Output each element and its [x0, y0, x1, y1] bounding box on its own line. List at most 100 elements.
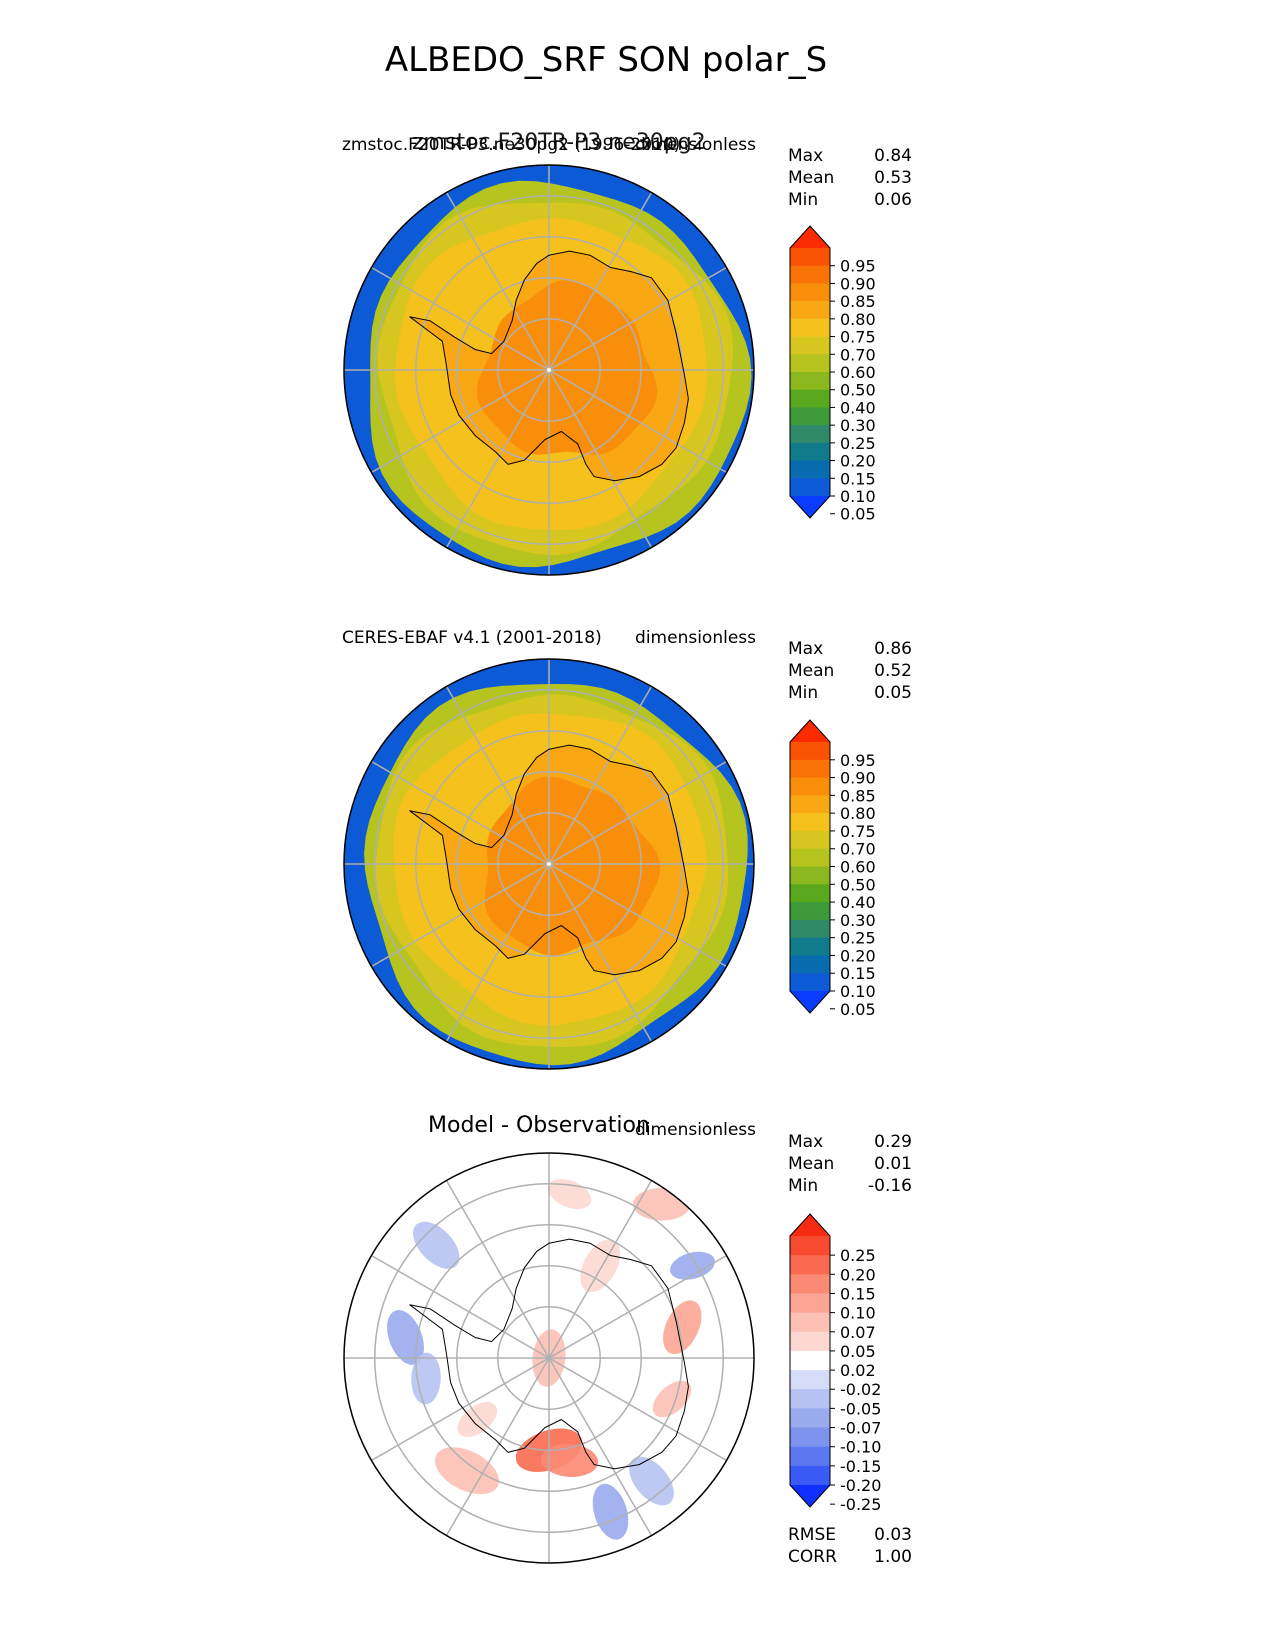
- stat-mean-label: Mean: [788, 168, 835, 188]
- colorbar-extend-min: [790, 1485, 830, 1507]
- corr-value: 1.00: [874, 1547, 912, 1567]
- colorbar-segment: [790, 1274, 830, 1294]
- stat-max-value: 0.86: [874, 639, 912, 659]
- colorbar-tick-label: 0.25: [840, 1246, 876, 1265]
- anomaly-patch: [387, 1310, 424, 1365]
- anomaly-patch: [633, 1187, 691, 1221]
- colorbar-segment: [790, 1446, 830, 1467]
- colorbar-segment: [790, 372, 830, 391]
- colorbar-segment: [790, 884, 830, 903]
- colorbar-extend-max: [790, 1214, 830, 1236]
- coastline: [409, 744, 689, 976]
- colorbar-tick-label: 0.60: [840, 858, 876, 877]
- map-boundary: [343, 658, 755, 1070]
- colorbar-tick-label: -0.25: [840, 1495, 881, 1514]
- colorbar-segment: [790, 1465, 830, 1486]
- stat-max-value: 0.84: [874, 146, 912, 166]
- stat-mean-label: Mean: [788, 661, 835, 681]
- colorbar-tick-label: 0.80: [840, 310, 876, 329]
- stat-mean-label: Mean: [788, 1154, 835, 1174]
- map-boundary: [343, 164, 755, 576]
- rmse-label: RMSE: [788, 1525, 837, 1545]
- colorbar-tick-label: 0.20: [840, 452, 876, 471]
- colorbar-tick-label: -0.07: [840, 1419, 881, 1438]
- colorbar-segment: [790, 442, 830, 462]
- colorbar-tick-label: -0.05: [840, 1399, 881, 1418]
- colorbar-tick-label: -0.10: [840, 1438, 881, 1457]
- stat-min-label: Min: [788, 683, 819, 703]
- colorbar-segment: [790, 283, 830, 302]
- colorbar-tick-label: 0.90: [840, 769, 876, 788]
- pole-marker: [547, 862, 551, 866]
- panel-2-units: dimensionless: [635, 628, 756, 648]
- colorbar-segment: [790, 955, 830, 974]
- colorbar-tick-label: -0.02: [840, 1380, 881, 1399]
- stat-min-value: -0.16: [868, 1176, 912, 1196]
- colorbar-tick-label: 0.95: [840, 257, 876, 276]
- colorbar-tick-label: 0.40: [840, 893, 876, 912]
- colorbar-segment: [790, 1331, 830, 1352]
- panel-3-stats-values: 0.29 0.01 -0.16: [850, 1131, 912, 1197]
- colorbar-tick-label: 0.75: [840, 328, 876, 347]
- colorbar-tick-label: 0.60: [840, 363, 876, 382]
- colorbar-segment: [790, 830, 830, 850]
- coastline: [409, 1238, 689, 1470]
- colorbar-tick-label: 0.80: [840, 804, 876, 823]
- pole-marker: [547, 368, 551, 372]
- colorbar: 0.950.900.850.800.750.700.600.500.400.30…: [789, 225, 876, 524]
- panel-1-stats-values: 0.84 0.53 0.06: [850, 145, 912, 211]
- colorbar-tick-label: 0.02: [840, 1361, 876, 1380]
- anomaly-patch: [663, 1300, 702, 1355]
- anomaly-patch: [540, 1444, 599, 1477]
- colorbar-tick-label: 0.85: [840, 786, 876, 805]
- colorbar-segment: [790, 336, 830, 355]
- colorbar-tick-label: 0.07: [840, 1323, 876, 1342]
- colorbar-segment: [790, 813, 830, 832]
- colorbar-tick-label: 0.75: [840, 822, 876, 841]
- stat-max-label: Max: [788, 146, 824, 166]
- anomaly-patch: [670, 1251, 715, 1280]
- colorbar-segment: [790, 318, 830, 338]
- stat-max-label: Max: [788, 639, 824, 659]
- stat-min-value: 0.05: [874, 683, 912, 703]
- anomaly-patch: [411, 1352, 441, 1405]
- rmse-value: 0.03: [874, 1525, 912, 1545]
- colorbar-tick-label: 0.05: [840, 1000, 876, 1019]
- colorbar-segment: [790, 795, 830, 814]
- stat-max-label: Max: [788, 1132, 824, 1152]
- colorbar-tick-label: 0.30: [840, 911, 876, 930]
- stat-mean-value: 0.53: [874, 168, 912, 188]
- colorbar: 0.950.900.850.800.750.700.600.500.400.30…: [789, 719, 876, 1019]
- colorbar-tick-label: 0.70: [840, 345, 876, 364]
- map-field: [344, 165, 754, 575]
- colorbar-segment: [790, 265, 830, 284]
- polar-map: [343, 1152, 755, 1564]
- colorbar-segment: [790, 1293, 830, 1314]
- stat-min-value: 0.06: [874, 190, 912, 210]
- colorbar-tick-label: 0.30: [840, 416, 876, 435]
- anomaly-patch: [413, 1221, 460, 1269]
- stat-mean-value: 0.01: [874, 1154, 912, 1174]
- colorbar-segment: [790, 742, 830, 761]
- colorbar-tick-label: 0.05: [840, 1342, 876, 1361]
- colorbar-tick-label: 0.10: [840, 982, 876, 1001]
- colorbar-segment: [790, 407, 830, 426]
- colorbar-segment: [790, 301, 830, 320]
- colorbar-extend-min: [790, 496, 830, 518]
- colorbar-segment: [790, 919, 830, 939]
- panel-3-units: dimensionless: [635, 1120, 756, 1140]
- polar-map: [343, 658, 755, 1070]
- anomaly-patch: [629, 1456, 674, 1506]
- colorbar-tick-label: 0.05: [840, 505, 876, 524]
- anomaly-patch: [592, 1483, 629, 1540]
- stat-mean-value: 0.52: [874, 661, 912, 681]
- metrics-labels: RMSE CORR: [788, 1524, 837, 1568]
- colorbar-segment: [790, 425, 830, 444]
- colorbar-segment: [790, 1236, 830, 1256]
- colorbar-tick-label: 0.50: [840, 875, 876, 894]
- colorbar-tick-label: 0.15: [840, 469, 876, 488]
- panel-1-title: zmstoc.F20TR-P3.ne30pg2: [412, 130, 706, 155]
- colorbar-segment: [790, 354, 830, 373]
- colorbar-segment: [790, 1408, 830, 1429]
- colorbar-segment: [790, 248, 830, 267]
